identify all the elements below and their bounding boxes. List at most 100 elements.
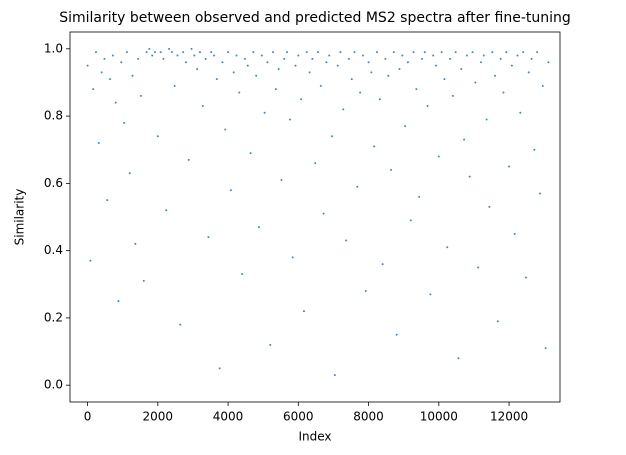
point <box>311 57 314 60</box>
point <box>395 333 398 336</box>
point <box>381 263 384 266</box>
point <box>457 357 460 360</box>
point <box>530 57 533 60</box>
point <box>193 54 196 57</box>
point <box>159 51 162 54</box>
point <box>190 47 193 50</box>
point <box>440 51 443 54</box>
point <box>533 148 536 151</box>
point <box>375 51 378 54</box>
x-tick-label: 8000 <box>353 410 384 424</box>
point <box>151 54 154 57</box>
point <box>350 78 353 81</box>
point <box>527 71 530 74</box>
point <box>97 142 100 144</box>
point <box>204 57 207 60</box>
point <box>443 78 446 81</box>
point <box>412 51 415 54</box>
point <box>218 367 221 370</box>
point <box>499 57 502 60</box>
point <box>277 68 280 70</box>
point <box>522 51 525 54</box>
point <box>92 88 95 91</box>
point <box>435 64 438 67</box>
point <box>117 300 120 303</box>
point <box>176 54 179 57</box>
point <box>128 172 131 175</box>
point <box>109 78 112 81</box>
point <box>241 273 244 276</box>
point <box>210 51 213 54</box>
point <box>463 138 466 141</box>
point <box>485 118 488 121</box>
y-axis-label: Similarity <box>13 189 27 246</box>
x-tick-label: 12000 <box>490 410 528 424</box>
point <box>224 128 227 131</box>
point <box>142 279 145 282</box>
point <box>134 242 137 245</box>
point <box>423 51 426 54</box>
point <box>252 51 255 54</box>
point <box>257 226 260 229</box>
point <box>170 51 173 54</box>
point <box>131 74 134 77</box>
point <box>168 47 171 50</box>
point <box>227 51 230 54</box>
point <box>524 276 527 279</box>
point <box>387 74 390 77</box>
point <box>272 51 275 54</box>
y-tick-label: 1.0 <box>44 41 63 55</box>
y-tick-label: 0.8 <box>44 109 63 123</box>
point <box>336 64 339 67</box>
point <box>120 61 123 64</box>
point <box>496 320 499 323</box>
point <box>519 111 522 114</box>
point <box>215 78 218 81</box>
point <box>494 74 497 77</box>
point <box>286 51 289 54</box>
point <box>426 105 429 107</box>
point <box>297 54 300 57</box>
point <box>139 94 142 97</box>
point <box>316 51 319 54</box>
point <box>184 61 187 64</box>
point <box>370 71 373 74</box>
point <box>221 61 224 64</box>
point <box>308 71 311 74</box>
point <box>404 125 407 128</box>
point <box>162 57 165 60</box>
point <box>415 88 418 91</box>
point <box>488 205 491 208</box>
point <box>207 236 210 239</box>
point <box>269 343 272 346</box>
point <box>429 293 432 296</box>
point <box>347 57 350 60</box>
point <box>418 195 421 198</box>
point <box>328 54 331 57</box>
point <box>516 54 519 57</box>
point <box>246 64 249 67</box>
point <box>235 54 238 57</box>
point <box>508 165 511 168</box>
point <box>409 219 412 222</box>
y-tick-label: 0.0 <box>44 378 63 392</box>
point <box>390 168 393 171</box>
point <box>446 246 449 249</box>
point <box>280 179 283 181</box>
point <box>479 61 482 64</box>
point <box>359 91 362 94</box>
point <box>454 51 457 54</box>
point <box>536 51 539 54</box>
point <box>179 323 182 326</box>
y-tick-label: 0.6 <box>44 176 63 190</box>
point <box>477 266 480 269</box>
point <box>465 54 468 57</box>
point <box>449 57 452 60</box>
point <box>471 51 474 54</box>
point <box>437 155 440 158</box>
x-tick-label: 4000 <box>213 410 244 424</box>
point <box>392 51 395 54</box>
point <box>125 51 128 54</box>
point <box>145 51 148 54</box>
plot-frame <box>69 31 561 403</box>
